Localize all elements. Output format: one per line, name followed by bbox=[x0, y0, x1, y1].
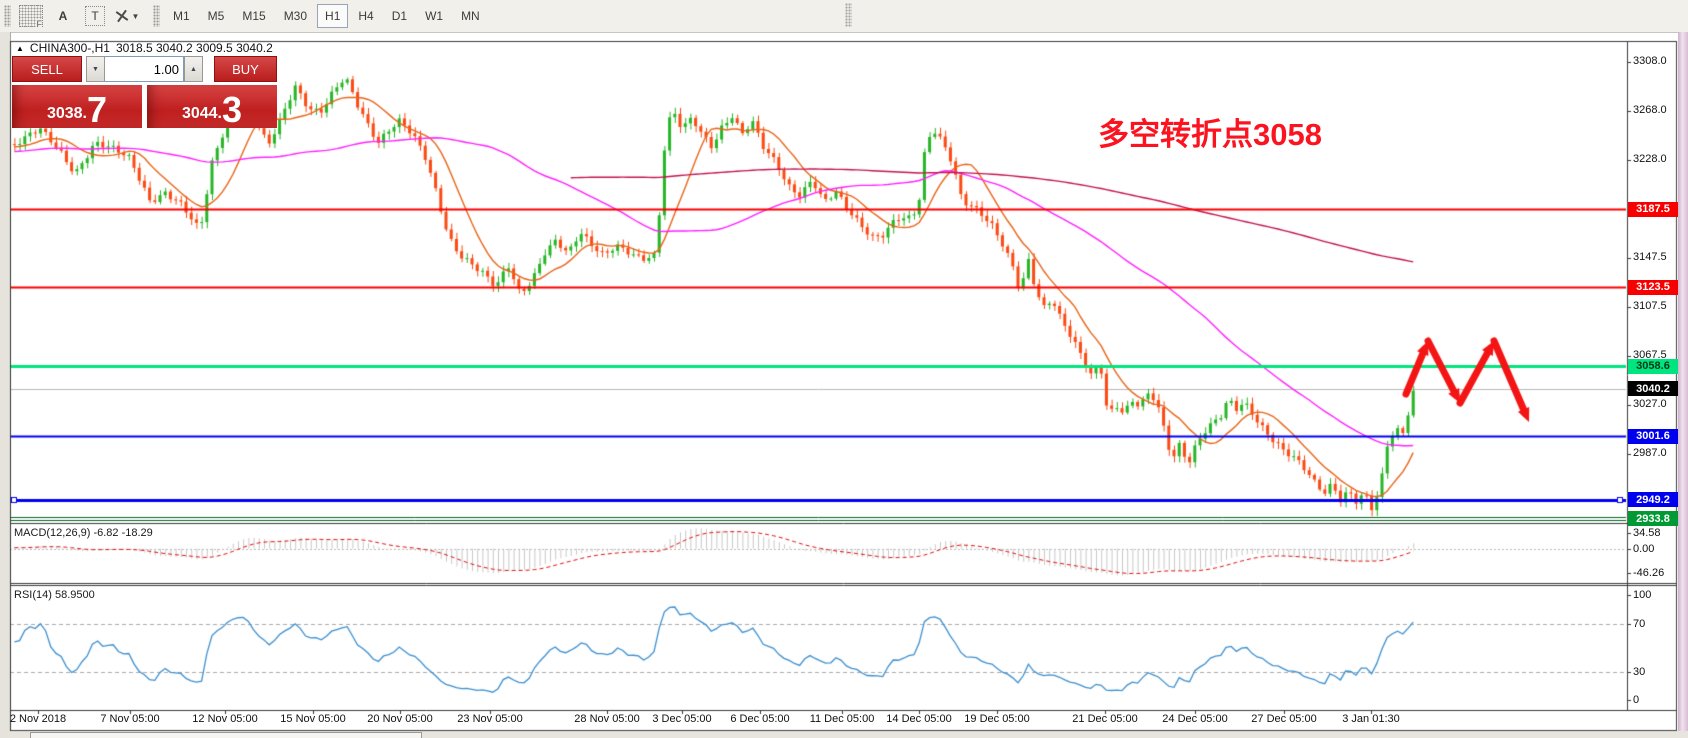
buy-button[interactable]: BUY bbox=[214, 56, 277, 82]
one-click-trading-panel: SELL ▼ ▲ BUY 3038.7 3044.3 bbox=[12, 56, 277, 128]
sell-price: 3038. bbox=[46, 105, 87, 122]
y-axis-label-3027: 3027.0 bbox=[1633, 398, 1667, 411]
price-level-badge-2949.2: 2949.2 bbox=[1628, 492, 1678, 508]
macd-axis-label-34.58: 34.58 bbox=[1633, 527, 1661, 539]
time-axis-label[interactable]: 20 Nov 05:00 bbox=[367, 713, 433, 725]
sell-quote-panel[interactable]: 3038. 7 bbox=[12, 85, 142, 128]
y-axis-label-3268: 3268.0 bbox=[1633, 103, 1667, 116]
chart-annotation-text: 多空转折点3058 bbox=[1098, 117, 1322, 152]
y-axis-label-3067.5: 3067.5 bbox=[1633, 348, 1667, 361]
volume-increase-button[interactable]: ▲ bbox=[184, 56, 203, 82]
time-axis-label[interactable]: 2 Nov 2018 bbox=[9, 713, 67, 725]
y-axis-label-3107.5: 3107.5 bbox=[1633, 299, 1667, 312]
macd-axis-label-0.00: 0.00 bbox=[1633, 543, 1655, 555]
time-axis-label[interactable]: 7 Nov 05:00 bbox=[100, 713, 160, 725]
price-level-badge-2933.8: 2933.8 bbox=[1628, 511, 1678, 527]
rsi-axis-label-0: 0 bbox=[1633, 694, 1640, 706]
y-axis-label-2987: 2987.0 bbox=[1633, 446, 1667, 459]
price-level-badge-3123.5: 3123.5 bbox=[1628, 279, 1678, 295]
time-axis-label[interactable]: 14 Dec 05:00 bbox=[886, 713, 952, 725]
chart-title: ▲ CHINA300-,H1 3018.5 3040.2 3009.5 3040… bbox=[16, 41, 273, 55]
time-axis-label[interactable]: 3 Jan 01:30 bbox=[1342, 713, 1400, 725]
volume-input[interactable] bbox=[105, 56, 184, 82]
time-axis-label[interactable]: 12 Nov 05:00 bbox=[192, 713, 258, 725]
time-axis-label[interactable]: 28 Nov 05:00 bbox=[574, 713, 640, 725]
rsi-axis-label-30: 30 bbox=[1633, 666, 1646, 678]
price-level-badge-3040.2: 3040.2 bbox=[1628, 381, 1678, 397]
y-axis-label-3147.5: 3147.5 bbox=[1633, 250, 1667, 263]
price-level-badge-3058.6: 3058.6 bbox=[1628, 358, 1678, 374]
rsi-axis-label-100: 100 bbox=[1633, 589, 1652, 601]
macd-label: MACD(12,26,9) -6.82 -18.29 bbox=[14, 527, 153, 539]
symbol-period-label: CHINA300-,H1 bbox=[29, 41, 110, 55]
time-axis-label[interactable]: 11 Dec 05:00 bbox=[809, 713, 875, 725]
price-level-badge-3187.5: 3187.5 bbox=[1628, 201, 1678, 217]
rsi-label: RSI(14) 58.9500 bbox=[14, 589, 95, 601]
time-axis-label[interactable]: 27 Dec 05:00 bbox=[1251, 713, 1317, 725]
time-axis-label[interactable]: 3 Dec 05:00 bbox=[652, 713, 712, 725]
collapse-icon[interactable]: ▲ bbox=[16, 43, 24, 53]
time-axis-label[interactable]: 19 Dec 05:00 bbox=[964, 713, 1030, 725]
buy-price: 3044. bbox=[181, 105, 222, 122]
rsi-axis-label-70: 70 bbox=[1633, 618, 1646, 630]
y-axis-label-3308: 3308.0 bbox=[1633, 55, 1667, 67]
time-axis-label[interactable]: 15 Nov 05:00 bbox=[280, 713, 346, 725]
time-axis-label[interactable]: 24 Dec 05:00 bbox=[1162, 713, 1228, 725]
time-axis-label[interactable]: 6 Dec 05:00 bbox=[730, 713, 790, 725]
price-level-badge-3001.6: 3001.6 bbox=[1628, 428, 1678, 444]
buy-quote-panel[interactable]: 3044. 3 bbox=[147, 85, 277, 128]
y-axis-label-3228: 3228.0 bbox=[1633, 152, 1667, 165]
time-axis-label[interactable]: 21 Dec 05:00 bbox=[1072, 713, 1138, 725]
sell-button[interactable]: SELL bbox=[12, 56, 82, 82]
volume-dropdown-button[interactable]: ▼ bbox=[86, 56, 105, 82]
time-axis-label[interactable]: 23 Nov 05:00 bbox=[457, 713, 523, 725]
macd-axis-label--46.26: -46.26 bbox=[1633, 567, 1665, 579]
ohlc-values: 3018.5 3040.2 3009.5 3040.2 bbox=[115, 41, 273, 55]
